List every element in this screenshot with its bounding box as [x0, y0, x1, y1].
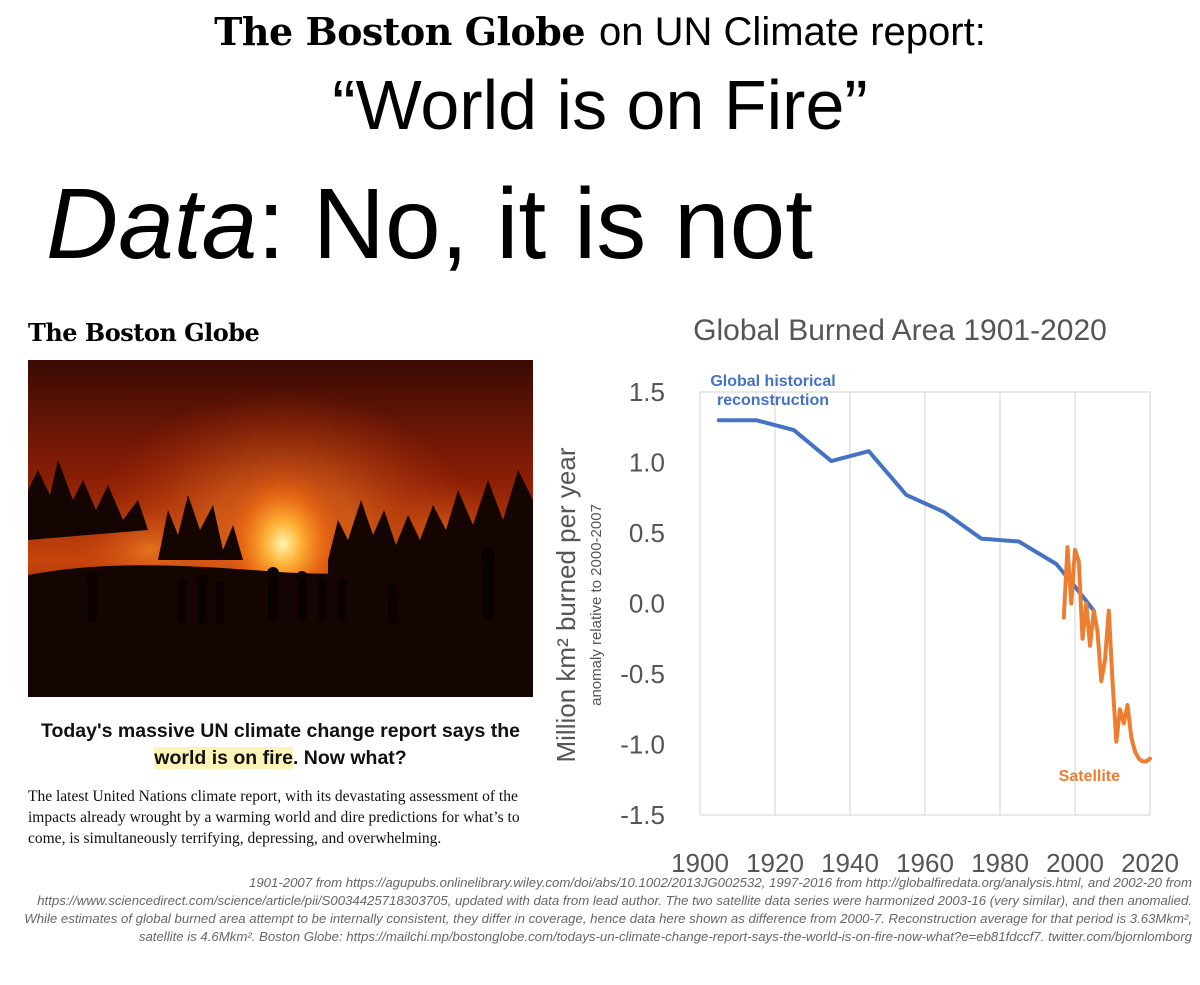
x-tick-label: 2000 — [1046, 848, 1104, 878]
article-headline-part-1: Today's massive UN climate change report… — [41, 720, 520, 742]
y-tick-label: -1.5 — [620, 800, 665, 830]
series-label-reconstruction-line1: Global historical — [710, 373, 835, 390]
x-tick-label: 1940 — [821, 848, 879, 878]
data-word: Data — [46, 168, 258, 280]
series-line-satellite — [1061, 545, 1152, 764]
y-axis-ticks: 1.5 1.0 0.5 0.0 -0.5 -1.0 -1.5 — [620, 377, 665, 830]
x-tick-label: 1920 — [746, 848, 804, 878]
article-body-text: The latest United Nations climate report… — [28, 788, 520, 847]
y-axis-label: Million km² burned per year — [551, 447, 581, 762]
article-headline-part-2: . Now what? — [292, 747, 407, 769]
series-label-satellite: Satellite — [1059, 768, 1120, 785]
y-tick-label: 0.5 — [629, 518, 665, 548]
headline-line-1-text: on UN Climate report: — [599, 10, 986, 54]
chart-title: Global Burned Area 1901-2020 — [693, 314, 1107, 347]
y-tick-label: 1.5 — [629, 377, 665, 407]
y-tick-label: -1.0 — [620, 730, 665, 760]
article-headline-highlight: world is on fire — [154, 747, 293, 769]
boston-globe-masthead: The Boston Globe — [214, 9, 586, 54]
series-line-reconstruction — [716, 418, 1096, 613]
x-tick-label: 2020 — [1121, 848, 1179, 878]
headline-line-1: The Boston Globe on UN Climate report: — [0, 6, 1200, 58]
series-label-reconstruction-line2: reconstruction — [717, 392, 829, 409]
headline-quote: “World is on Fire” — [332, 66, 868, 144]
burned-area-chart: 1.5 1.0 0.5 0.0 -0.5 -1.0 -1.5 1900 1920 1940 196… — [551, 373, 1179, 878]
x-tick-label: 1960 — [896, 848, 954, 878]
x-tick-label: 1900 — [671, 848, 729, 878]
chart-grid — [699, 391, 1151, 816]
article-masthead-logo: The Boston Globe — [28, 318, 260, 347]
x-tick-label: 1980 — [971, 848, 1029, 878]
y-axis-sublabel: anomaly relative to 2000-2007 — [588, 504, 605, 706]
data-claim-text: : No, it is not — [257, 168, 813, 280]
x-axis-ticks: 1900 1920 1940 1960 1980 2000 2020 — [671, 848, 1179, 878]
source-footnote: 1901-2007 from https://agupubs.onlinelib… — [24, 875, 1192, 944]
article-headline: Today's massive UN climate change report… — [28, 718, 533, 772]
wildfire-photo-image — [28, 360, 533, 697]
headline-data-claim: Data: No, it is not — [46, 164, 813, 284]
wildfire-photo — [28, 360, 533, 697]
y-tick-label: 1.0 — [629, 448, 665, 478]
chart-series — [716, 418, 1152, 764]
y-tick-label: -0.5 — [620, 659, 665, 689]
y-tick-label: 0.0 — [629, 589, 665, 619]
